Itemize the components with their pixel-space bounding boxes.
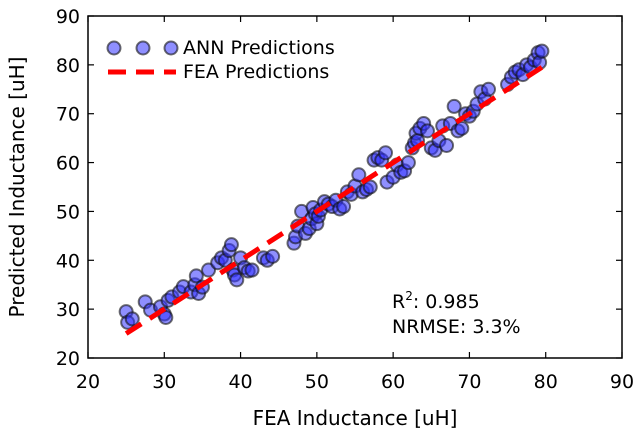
y-tick-label: 60 xyxy=(56,153,80,175)
y-tick-group: 20 30 40 50 60 70 80 90 xyxy=(56,6,80,370)
x-tick-group: 20 30 40 50 60 70 80 90 xyxy=(76,371,634,393)
y-axis-label: Predicted Inductance [uH] xyxy=(5,57,29,318)
x-tick-label: 60 xyxy=(381,371,405,393)
ann-point xyxy=(454,120,470,136)
legend-ann-markers xyxy=(106,40,179,56)
ann-point xyxy=(336,199,352,215)
x-tick-label: 20 xyxy=(76,371,100,393)
ann-point xyxy=(223,237,239,253)
legend-ann-marker xyxy=(106,40,122,56)
r2-base: R xyxy=(392,291,405,313)
r2-annotation: R2: 0.985 xyxy=(392,289,480,313)
legend-fea-label: FEA Predictions xyxy=(183,61,329,83)
y-tick-label: 20 xyxy=(56,348,80,370)
x-tick-label: 80 xyxy=(534,371,558,393)
x-axis-label: FEA Inductance [uH] xyxy=(253,406,458,430)
x-tick-label: 70 xyxy=(457,371,481,393)
ann-point xyxy=(229,272,245,288)
y-tick-label: 90 xyxy=(56,6,80,28)
ann-point xyxy=(378,145,394,161)
ann-point xyxy=(188,268,204,284)
nrmse-annotation: NRMSE: 3.3% xyxy=(392,316,521,338)
y-tick-label: 50 xyxy=(56,201,80,223)
y-tick-label: 40 xyxy=(56,250,80,272)
legend-ann-label: ANN Predictions xyxy=(183,37,335,59)
ann-point xyxy=(439,137,455,153)
x-tick-label: 50 xyxy=(305,371,329,393)
ann-point xyxy=(362,179,378,195)
ann-point xyxy=(265,248,281,264)
x-tick-label: 30 xyxy=(152,371,176,393)
plot-frame xyxy=(87,15,623,359)
ann-point xyxy=(124,311,140,327)
ann-point xyxy=(400,155,416,171)
legend-ann-marker xyxy=(163,40,179,56)
y-tick-label: 80 xyxy=(56,55,80,77)
ann-point xyxy=(244,262,260,278)
legend: ANN Predictions FEA Predictions xyxy=(106,37,335,83)
ann-points xyxy=(118,43,550,330)
legend-ann-marker xyxy=(135,40,151,56)
y-tick-label: 30 xyxy=(56,299,80,321)
r2-value: : 0.985 xyxy=(413,291,480,313)
x-tick-label: 40 xyxy=(228,371,252,393)
r2-superscript: 2 xyxy=(405,289,413,303)
ann-point xyxy=(419,123,435,139)
ann-point xyxy=(481,81,496,97)
ann-point xyxy=(534,43,550,59)
ann-point xyxy=(446,98,462,114)
x-tick-label: 90 xyxy=(610,371,634,393)
y-tick-label: 70 xyxy=(56,104,80,126)
ann-point xyxy=(351,167,367,183)
